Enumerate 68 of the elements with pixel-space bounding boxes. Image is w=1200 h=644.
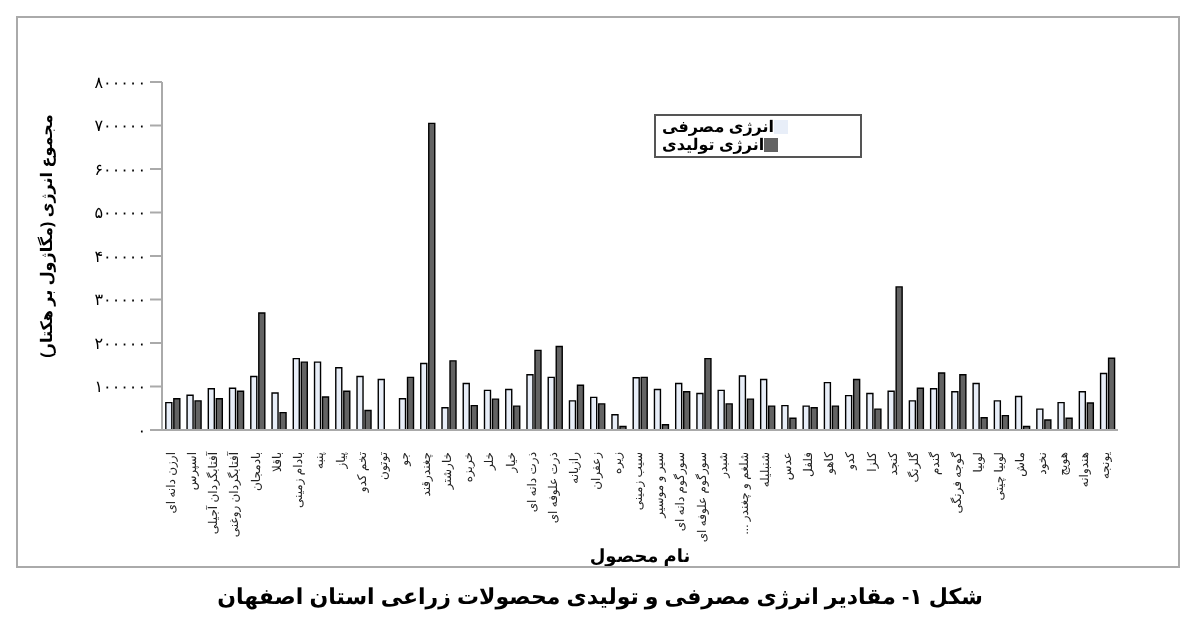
bar: [759, 378, 768, 430]
bar: [406, 376, 415, 430]
bar: [738, 375, 747, 430]
bar: [590, 396, 598, 430]
bar: [640, 376, 648, 430]
bar: [555, 345, 563, 430]
bar: [1078, 391, 1087, 430]
bar: [674, 382, 683, 430]
bar: [228, 387, 237, 430]
bar: [682, 391, 691, 430]
bar: [236, 390, 245, 430]
bar: [576, 384, 585, 430]
bar: [356, 375, 364, 430]
legend-label: انرژی تولیدی: [662, 136, 765, 154]
y-tick-label: ۱۰۰۰۰۰: [94, 378, 146, 397]
bar: [165, 401, 173, 430]
bar: [916, 387, 925, 430]
bar: [1036, 408, 1044, 430]
bar: [959, 374, 967, 430]
bar: [1107, 357, 1116, 430]
bar: [313, 361, 322, 430]
bar: [972, 382, 980, 430]
bar: [866, 392, 874, 430]
bar: [449, 360, 457, 430]
y-tick-label: ۶۰۰۰۰۰: [94, 160, 146, 179]
y-tick-label: ۴۰۰۰۰۰: [94, 247, 146, 266]
y-axis-title: مجموع انرژی (مگاژول بر هکتار): [35, 114, 56, 358]
bar: [937, 372, 946, 430]
y-tick-label: ۳۰۰۰۰۰: [94, 291, 146, 310]
bar: [462, 382, 470, 430]
bar: [895, 286, 903, 430]
bar: [534, 349, 542, 430]
bar: [717, 389, 725, 430]
bar: [704, 357, 712, 430]
bar: [823, 381, 832, 430]
x-axis-title: نام محصول: [589, 546, 691, 568]
y-tick-label: ۵۰۰۰۰۰: [94, 204, 146, 223]
bar: [377, 378, 385, 430]
y-tick-label: ۸۰۰۰۰۰: [94, 73, 146, 92]
text: شکل ۱- مقادیر انرژی مصرفی و تولیدی محصولات زراعی استان اصفهان: [215, 584, 985, 610]
bar: [491, 398, 500, 430]
bar: [207, 387, 216, 430]
bar: [653, 388, 662, 430]
bar: [993, 400, 1002, 430]
bar: [258, 312, 266, 430]
bar: [335, 367, 343, 430]
bar: [505, 388, 513, 430]
bar: [852, 378, 861, 430]
bar: [271, 392, 279, 430]
bar: [598, 403, 606, 430]
bar: [1057, 401, 1065, 430]
y-tick-label: ۲۰۰۰۰۰: [94, 334, 146, 353]
bar: [300, 361, 308, 430]
y-tick-label: ۰: [137, 421, 146, 440]
bar: [632, 377, 640, 430]
bar: [810, 407, 818, 430]
bar: [1014, 395, 1023, 430]
bar: [173, 397, 181, 430]
bar: [186, 394, 194, 430]
bar: [483, 389, 492, 430]
bar: [428, 122, 436, 430]
bar: [194, 400, 202, 430]
bar: [781, 404, 789, 430]
bar: [611, 414, 619, 430]
bar: [802, 405, 810, 430]
bar: [292, 357, 300, 430]
y-tick-label: ۷۰۰۰۰۰: [94, 117, 146, 136]
legend-label: انرژی مصرفی: [662, 118, 775, 136]
